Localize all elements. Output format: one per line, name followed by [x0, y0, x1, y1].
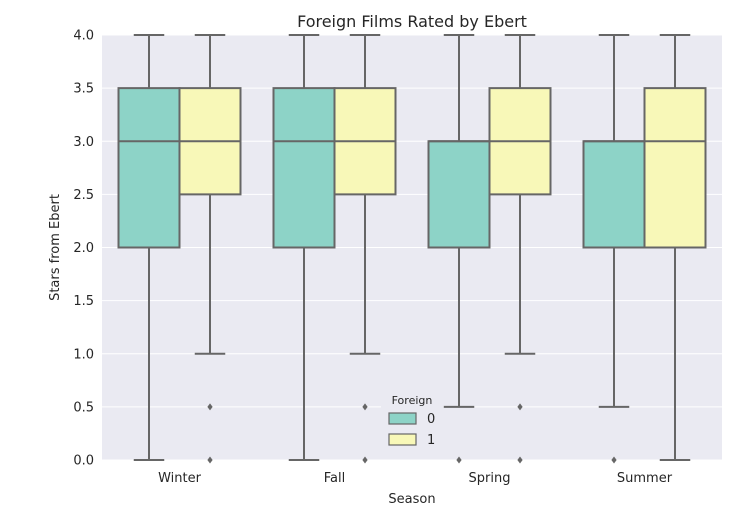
x-axis-label: Season — [388, 492, 435, 507]
box-iqr — [582, 140, 646, 249]
x-tick-label: Fall — [324, 471, 345, 486]
y-tick-label: 1.0 — [73, 347, 94, 362]
y-tick-label: 2.0 — [73, 241, 94, 256]
y-tick-label: 3.5 — [73, 82, 94, 97]
outlier-point — [517, 403, 523, 411]
box-iqr — [272, 87, 336, 249]
box-spring-1 — [488, 34, 552, 464]
x-tick-label: Winter — [158, 471, 202, 486]
box-winter-0 — [117, 34, 181, 461]
outlier-point — [362, 456, 368, 464]
box-iqr — [427, 140, 491, 249]
outlier-point — [517, 456, 523, 464]
x-tick-label: Spring — [469, 471, 511, 486]
outlier-point — [207, 403, 213, 411]
box-summer-0 — [582, 34, 646, 464]
box-winter-1 — [178, 34, 242, 464]
chart-title: Foreign Films Rated by Ebert — [297, 12, 527, 31]
outlier-point — [611, 456, 617, 464]
y-tick-label: 0.5 — [73, 400, 94, 415]
outlier-point — [207, 456, 213, 464]
legend: Foreign 0 1 — [381, 390, 443, 452]
legend-title: Foreign — [392, 394, 433, 407]
box-plots — [117, 34, 707, 464]
y-tick-label: 2.5 — [73, 188, 94, 203]
y-tick-label: 3.0 — [73, 135, 94, 150]
box-summer-1 — [643, 34, 707, 461]
box-fall-1 — [333, 34, 397, 464]
legend-swatch — [388, 412, 417, 425]
y-axis-label: Stars from Ebert — [48, 194, 63, 301]
outlier-point — [456, 456, 462, 464]
box-iqr — [643, 87, 707, 249]
legend-label: 1 — [427, 433, 435, 448]
legend-swatch — [388, 433, 417, 446]
y-tick-label: 1.5 — [73, 294, 94, 309]
legend-label: 0 — [427, 412, 435, 427]
outlier-point — [362, 403, 368, 411]
x-tick-label: Summer — [617, 471, 673, 486]
y-tick-label: 0.0 — [73, 454, 94, 469]
y-tick-label: 4.0 — [73, 29, 94, 44]
box-iqr — [117, 87, 181, 249]
axes: 0.0 0.5 1.0 1.5 2.0 2.5 3.0 3.5 4.0 Winter Fall Spr… — [73, 29, 672, 487]
box-spring-0 — [427, 34, 491, 464]
